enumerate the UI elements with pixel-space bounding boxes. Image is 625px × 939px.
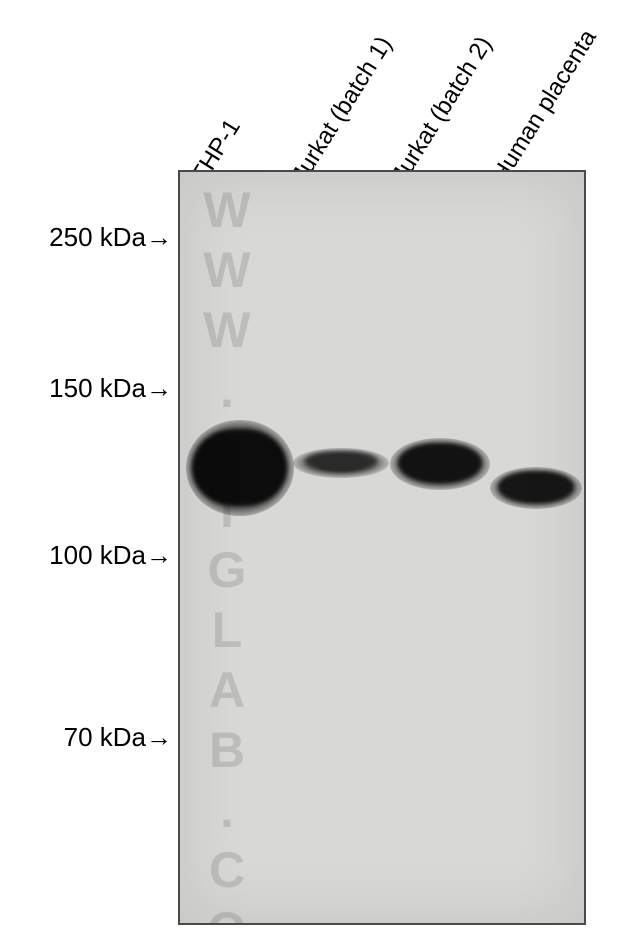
- band-jurkat1-core: [305, 452, 377, 470]
- mw-marker: 250 kDa→: [49, 222, 172, 253]
- watermark: WWW.PTGLAB.COM: [198, 182, 256, 925]
- mw-marker: 100 kDa→: [49, 540, 172, 571]
- blot-inner: WWW.PTGLAB.COM: [180, 172, 584, 923]
- band-thp1-core: [192, 430, 287, 505]
- band-placenta-core: [498, 472, 574, 502]
- lane-label: Human placenta: [486, 25, 602, 188]
- band-jurkat2-core: [398, 444, 482, 482]
- lane-label: Jurkat (batch 1): [286, 32, 398, 188]
- lane-label: Jurkat (batch 2): [386, 32, 498, 188]
- figure-container: THP-1 Jurkat (batch 1) Jurkat (batch 2) …: [0, 0, 625, 939]
- mw-marker: 70 kDa→: [64, 722, 172, 753]
- mw-marker: 150 kDa→: [49, 373, 172, 404]
- blot-membrane: WWW.PTGLAB.COM: [178, 170, 586, 925]
- blot-vignette: [180, 172, 584, 923]
